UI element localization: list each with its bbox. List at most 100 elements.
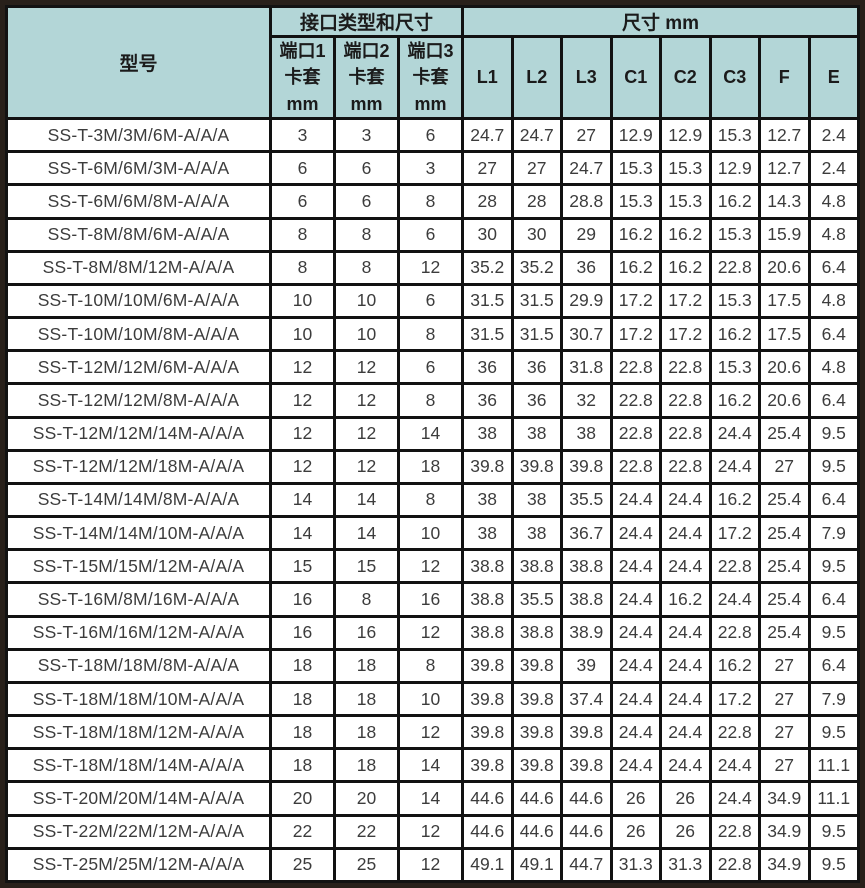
value-cell-L1: 28 — [461, 183, 514, 220]
value-cell-F: 34.9 — [758, 846, 811, 884]
column-header-L3: L3 — [560, 35, 613, 120]
value-cell-E: 6.4 — [807, 316, 860, 353]
value-cell-L1: 38 — [461, 481, 514, 519]
value-cell-C3: 16.2 — [708, 481, 761, 519]
table-body: SS-T-3M/3M/6M-A/A/A 3 3 6 24.7 24.7 27 12.9 12.9… — [5, 116, 860, 884]
value-cell-L3: 38.9 — [560, 614, 613, 651]
value-cell-F: 25.4 — [758, 614, 811, 651]
value-cell-E: 11.1 — [807, 747, 860, 784]
value-cell-port2: 14 — [333, 481, 400, 519]
value-cell-L2: 36 — [510, 382, 563, 419]
column-header-port3-ferrule: 端口3 卡套 mm — [397, 35, 464, 120]
value-cell-F: 34.9 — [758, 780, 811, 817]
value-cell-L1: 35.2 — [461, 249, 514, 286]
value-cell-C2: 24.4 — [659, 548, 712, 585]
value-cell-L2: 44.6 — [510, 813, 563, 850]
value-cell-L3: 31.8 — [560, 349, 613, 386]
value-cell-C3: 16.2 — [708, 647, 761, 684]
value-cell-F: 17.5 — [758, 282, 811, 320]
value-cell-L3: 29.9 — [560, 282, 613, 320]
value-cell-port1: 14 — [269, 515, 336, 552]
value-cell-L2: 38.8 — [510, 614, 563, 651]
value-cell-port3: 6 — [397, 116, 464, 154]
model-cell: SS-T-22M/22M/12M-A/A/A — [5, 813, 272, 850]
table-row: SS-T-6M/6M/8M-A/A/A 6 6 8 28 28 28.8 15.3 15.3 16… — [5, 183, 860, 220]
value-cell-L2: 49.1 — [510, 846, 563, 884]
value-cell-C3: 24.4 — [708, 780, 761, 817]
model-cell: SS-T-15M/15M/12M-A/A/A — [5, 548, 272, 585]
model-cell: SS-T-10M/10M/8M-A/A/A — [5, 316, 272, 353]
value-cell-L2: 35.2 — [510, 249, 563, 286]
value-cell-L2: 44.6 — [510, 780, 563, 817]
value-cell-L1: 44.6 — [461, 813, 514, 850]
value-cell-L1: 39.8 — [461, 448, 514, 485]
table-row: SS-T-10M/10M/6M-A/A/A 10 10 6 31.5 31.5 29.9 17… — [5, 282, 860, 320]
column-header-F: F — [758, 35, 811, 120]
value-cell-L2: 38 — [510, 481, 563, 519]
value-cell-E: 9.5 — [807, 448, 860, 485]
value-cell-port2: 12 — [333, 448, 400, 485]
value-cell-C1: 24.4 — [609, 680, 662, 718]
table-row: SS-T-15M/15M/12M-A/A/A 15 15 12 38.8 38.8 38.8… — [5, 548, 860, 585]
value-cell-port2: 6 — [333, 150, 400, 187]
table-row: SS-T-14M/14M/10M-A/A/A 14 14 10 38 38 36.7 24.4… — [5, 515, 860, 552]
value-cell-C2: 15.3 — [659, 150, 712, 187]
value-cell-E: 2.4 — [807, 116, 860, 154]
model-cell: SS-T-3M/3M/6M-A/A/A — [5, 116, 272, 154]
table-row: SS-T-18M/18M/8M-A/A/A 18 18 8 39.8 39.8 39 24.4… — [5, 647, 860, 684]
value-cell-C1: 31.3 — [609, 846, 662, 884]
model-cell: SS-T-18M/18M/14M-A/A/A — [5, 747, 272, 784]
value-cell-L3: 44.6 — [560, 780, 613, 817]
value-cell-C2: 31.3 — [659, 846, 712, 884]
value-cell-F: 25.4 — [758, 481, 811, 519]
table-row: SS-T-16M/16M/12M-A/A/A 16 16 12 38.8 38.8 38.9… — [5, 614, 860, 651]
value-cell-L2: 39.8 — [510, 647, 563, 684]
value-cell-L2: 30 — [510, 216, 563, 253]
value-cell-C1: 26 — [609, 813, 662, 850]
value-cell-L3: 24.7 — [560, 150, 613, 187]
value-cell-F: 20.6 — [758, 382, 811, 419]
value-cell-C3: 24.4 — [708, 448, 761, 485]
value-cell-E: 9.5 — [807, 714, 860, 751]
value-cell-port3: 12 — [397, 846, 464, 884]
column-header-E: E — [807, 35, 860, 120]
value-cell-C2: 24.4 — [659, 515, 712, 552]
value-cell-C3: 24.4 — [708, 581, 761, 618]
value-cell-C3: 22.8 — [708, 249, 761, 286]
value-cell-L3: 39 — [560, 647, 613, 684]
value-cell-L2: 39.8 — [510, 714, 563, 751]
value-cell-port2: 20 — [333, 780, 400, 817]
value-cell-port2: 14 — [333, 515, 400, 552]
value-cell-port1: 18 — [269, 714, 336, 751]
value-cell-E: 6.4 — [807, 481, 860, 519]
value-cell-E: 9.5 — [807, 846, 860, 884]
value-cell-L2: 31.5 — [510, 282, 563, 320]
value-cell-port1: 3 — [269, 116, 336, 154]
value-cell-C1: 24.4 — [609, 714, 662, 751]
column-header-L1: L1 — [461, 35, 514, 120]
value-cell-L2: 31.5 — [510, 316, 563, 353]
value-cell-port3: 8 — [397, 481, 464, 519]
value-cell-port2: 10 — [333, 282, 400, 320]
value-cell-L3: 29 — [560, 216, 613, 253]
table-header: 型号 接口类型和尺寸 尺寸 mm 端口1 卡套 mm 端口2 卡套 mm 端口3… — [5, 5, 860, 120]
value-cell-port2: 6 — [333, 183, 400, 220]
value-cell-L2: 27 — [510, 150, 563, 187]
value-cell-port2: 25 — [333, 846, 400, 884]
value-cell-L1: 31.5 — [461, 316, 514, 353]
value-cell-C2: 24.4 — [659, 680, 712, 718]
value-cell-L1: 39.8 — [461, 680, 514, 718]
value-cell-L1: 38.8 — [461, 581, 514, 618]
value-cell-port2: 18 — [333, 647, 400, 684]
model-cell: SS-T-12M/12M/14M-A/A/A — [5, 415, 272, 452]
value-cell-C1: 16.2 — [609, 216, 662, 253]
value-cell-L3: 38.8 — [560, 581, 613, 618]
value-cell-L1: 38.8 — [461, 548, 514, 585]
value-cell-C3: 15.3 — [708, 216, 761, 253]
value-cell-port3: 6 — [397, 349, 464, 386]
value-cell-L2: 35.5 — [510, 581, 563, 618]
value-cell-E: 4.8 — [807, 216, 860, 253]
value-cell-C2: 12.9 — [659, 116, 712, 154]
value-cell-L3: 39.8 — [560, 747, 613, 784]
value-cell-L1: 30 — [461, 216, 514, 253]
